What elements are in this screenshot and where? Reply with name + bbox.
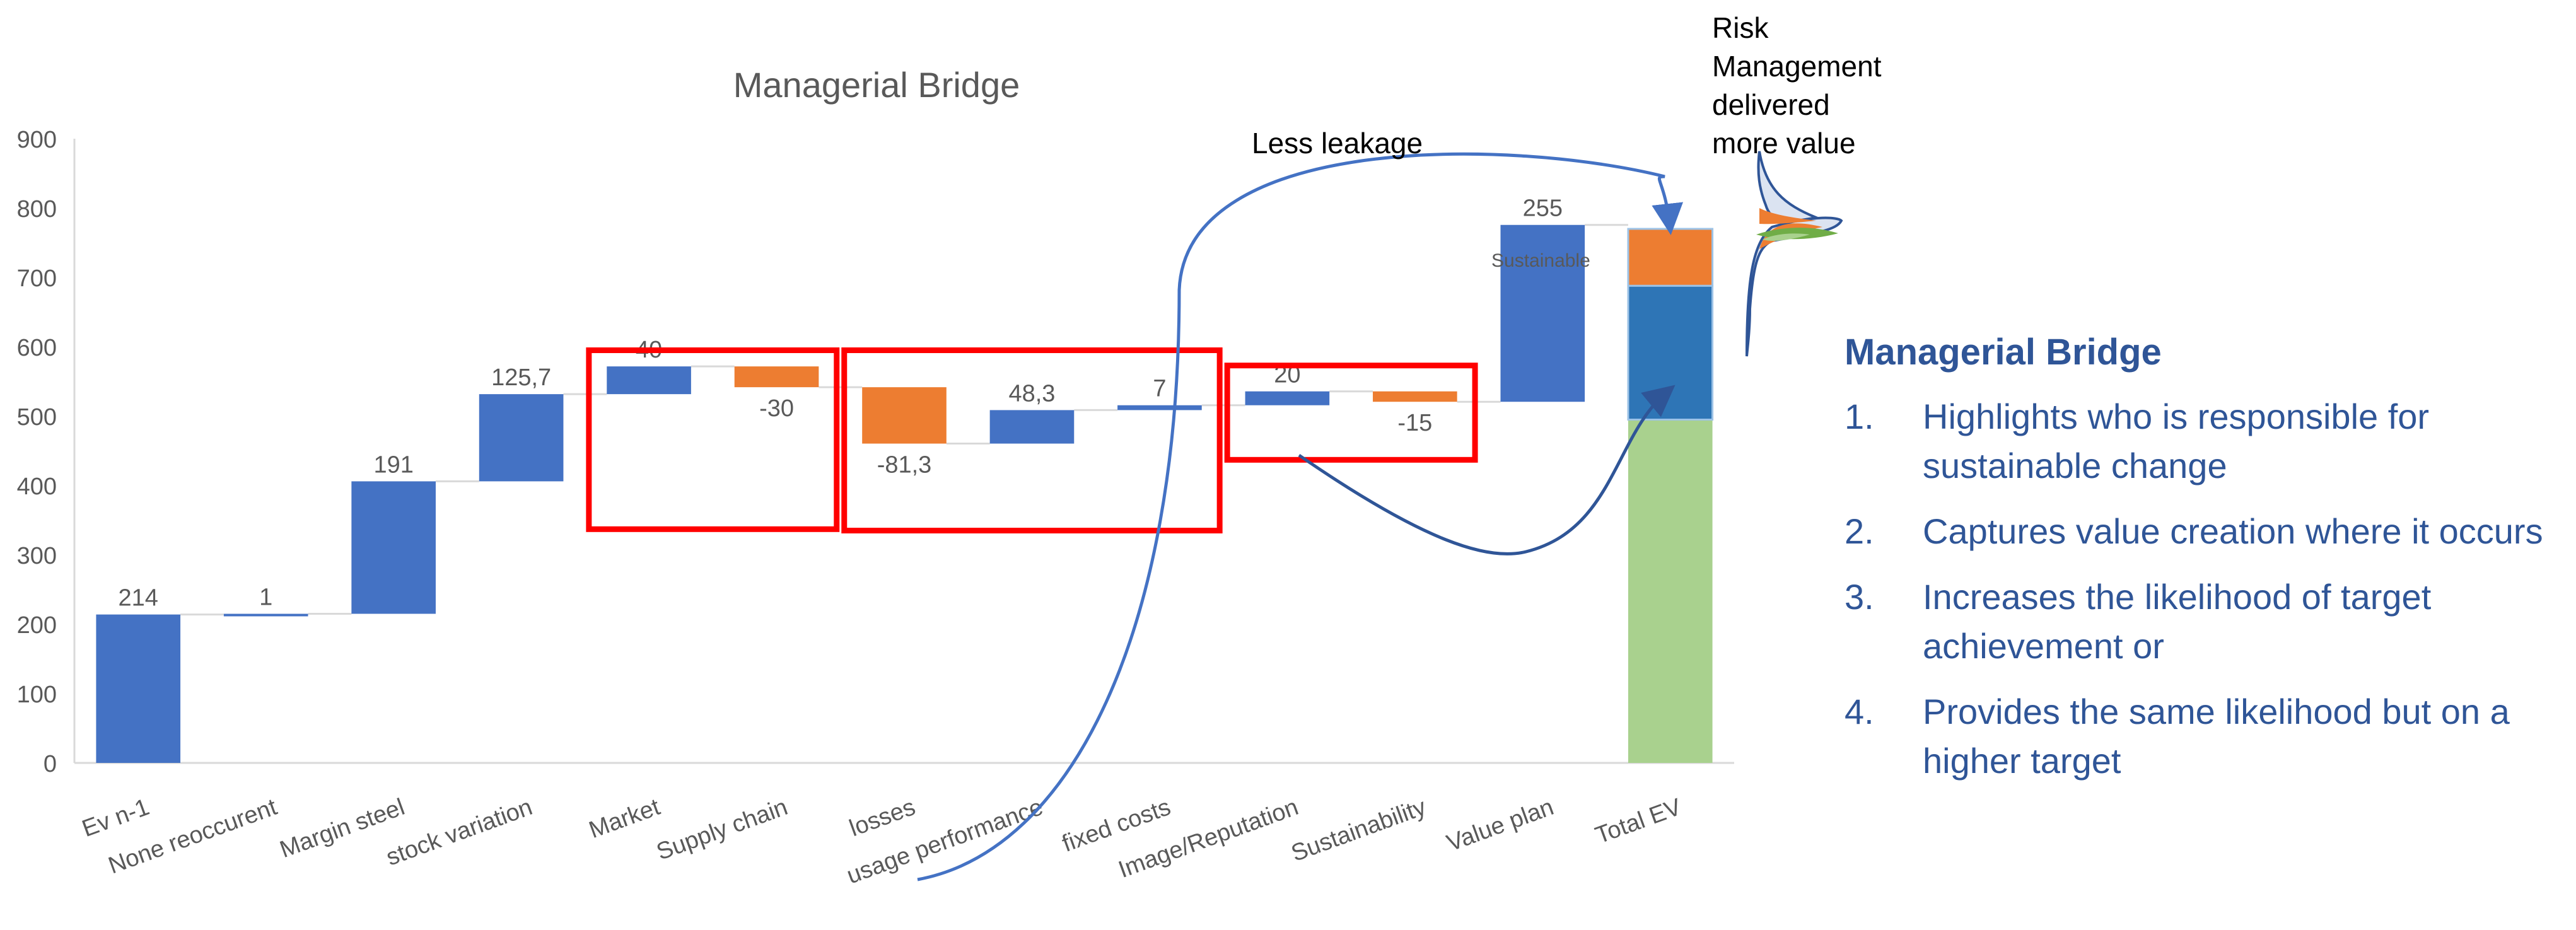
data-label: 48,3	[1008, 380, 1055, 407]
y-tick-label: 800	[17, 196, 57, 223]
distribution-curves-icon	[1746, 151, 1843, 357]
total-ev-segment	[1627, 228, 1714, 287]
highlight-boxes	[586, 347, 1478, 533]
x-tick-label: Supply chain	[653, 794, 791, 866]
y-tick-label: 600	[17, 335, 57, 361]
waterfall-bar	[607, 366, 691, 395]
risk-note-line: more value	[1712, 127, 1856, 160]
total-ev-segment	[1627, 284, 1714, 421]
less-leakage-arrow	[917, 152, 1684, 881]
side-panel-item-text: Highlights who is responsible for sustai…	[1923, 397, 2430, 485]
sustainable-label: Sustainable	[1491, 250, 1590, 271]
x-tick-label: losses	[846, 794, 919, 842]
side-panel-item-text: Provides the same likelihood but on a hi…	[1923, 692, 2510, 781]
less-leakage-label: Less leakage	[1252, 127, 1423, 160]
highlight-box	[841, 347, 1223, 533]
y-tick-label: 0	[44, 751, 57, 777]
y-tick-label: 100	[17, 682, 57, 708]
highlight-box	[586, 347, 840, 532]
data-label: -30	[759, 395, 794, 422]
highlight-box	[1224, 363, 1478, 463]
data-label: 125,7	[491, 364, 551, 391]
y-tick-label: 300	[17, 543, 57, 569]
x-tick-label: Market	[586, 794, 664, 844]
side-panel-list: 1. Highlights who is responsible for sust…	[1845, 392, 2570, 786]
y-tick-label: 500	[17, 404, 57, 431]
y-tick-label: 900	[17, 127, 57, 153]
data-label: 214	[119, 585, 158, 612]
y-tick-label: 700	[17, 265, 57, 292]
chart-title: Managerial Bridge	[733, 65, 1020, 105]
data-label: -15	[1397, 410, 1432, 436]
side-panel-item-number: 4.	[1845, 692, 1874, 731]
x-tick-label: Total EV	[1592, 794, 1685, 849]
waterfall-bar	[734, 366, 819, 388]
waterfall-bar	[1500, 224, 1585, 402]
y-tick-label: 200	[17, 612, 57, 639]
waterfall-bar	[862, 387, 947, 444]
side-panel-item-number: 3.	[1845, 577, 1874, 617]
x-tick-label: Value plan	[1443, 794, 1557, 857]
x-tick-label: stock variation	[383, 794, 536, 871]
side-panel-item: 3. Increases the likelihood of target ach…	[1845, 573, 2570, 671]
total-ev-segment	[1628, 419, 1713, 763]
side-panel-item: 1. Highlights who is responsible for sust…	[1845, 392, 2570, 491]
y-tick-label: 400	[17, 474, 57, 500]
risk-note-line: Management	[1712, 50, 1882, 83]
side-panel: Managerial Bridge 1. Highlights who is re…	[1845, 331, 2570, 802]
waterfall-bar	[351, 481, 436, 614]
chart-title-group: Managerial Bridge	[733, 65, 1020, 105]
side-panel-item-text: Captures value creation where it occurs	[1923, 511, 2543, 551]
data-label: 191	[373, 451, 413, 478]
data-label: 1	[259, 584, 272, 611]
data-label: 255	[1523, 195, 1563, 222]
data-label: -81,3	[877, 452, 932, 479]
connector-layer	[180, 224, 1628, 616]
waterfall-bar	[1373, 391, 1457, 402]
x-tick-label: Ev n-1	[79, 794, 153, 842]
side-panel-item: 4. Provides the same likelihood but on a …	[1845, 687, 2570, 786]
reinvest-arrow	[1298, 385, 1676, 555]
y-axis: 0 100 200 300 400 500 600 700 800 900	[17, 127, 1734, 777]
waterfall-bar	[989, 410, 1075, 444]
waterfall-bar	[1245, 391, 1330, 405]
waterfall-bar	[479, 394, 564, 482]
risk-note-line: delivered	[1712, 88, 1830, 121]
waterfall-bar	[96, 614, 181, 763]
waterfall-bar	[1117, 405, 1202, 410]
risk-note: Risk Management delivered more value	[1712, 11, 1882, 160]
x-tick-label: Sustainability	[1288, 794, 1430, 867]
side-panel-item-text: Increases the likelihood of target achie…	[1923, 577, 2432, 666]
data-label: 7	[1153, 376, 1166, 402]
annotations: Less leakage Sustainable Risk Management d…	[1252, 11, 1882, 271]
side-panel-item-number: 1.	[1845, 397, 1874, 436]
waterfall-bar	[223, 613, 308, 617]
bar-layer	[96, 224, 1714, 763]
risk-note-line: Risk	[1712, 11, 1769, 44]
arrow-layer	[917, 152, 1684, 881]
side-panel-item: 2. Captures value creation where it occur…	[1845, 507, 2570, 556]
side-panel-item-number: 2.	[1845, 511, 1874, 551]
side-panel-title: Managerial Bridge	[1845, 332, 2162, 373]
